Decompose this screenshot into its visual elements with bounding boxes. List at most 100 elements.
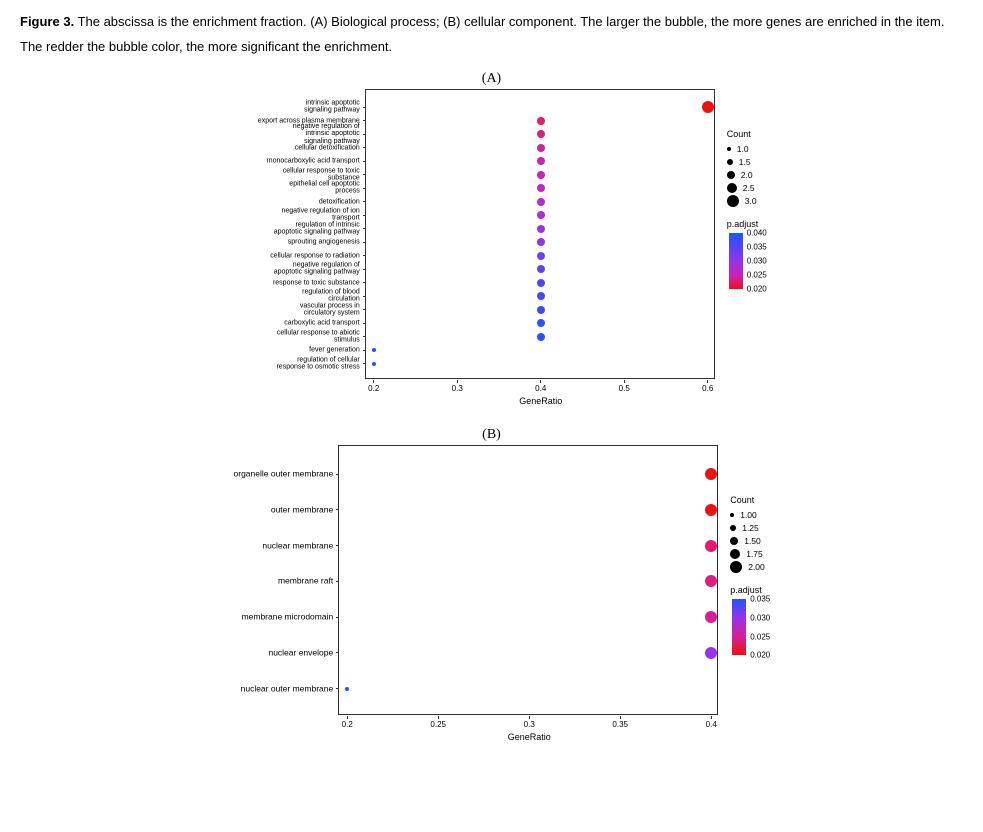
y-tick <box>363 350 366 351</box>
legend-gradient-label: 0.020 <box>747 285 767 294</box>
y-axis-label: detoxification <box>226 198 360 205</box>
panel-b-wrap: organelle outer membraneouter membranenu… <box>20 445 963 745</box>
y-tick <box>363 161 366 162</box>
legend-count-value: 1.25 <box>742 523 759 533</box>
x-axis-label: 0.3 <box>524 720 535 729</box>
y-tick <box>363 107 366 108</box>
legend-gradient: 0.0400.0350.0300.0250.020 <box>729 233 743 289</box>
legend-gradient-label: 0.030 <box>750 614 770 623</box>
y-tick <box>363 363 366 364</box>
legend-gradient-label: 0.040 <box>747 229 767 238</box>
legend-dot-icon <box>727 171 735 179</box>
legend-gradient-label: 0.035 <box>747 243 767 252</box>
legend-count-value: 1.0 <box>737 144 749 154</box>
x-axis-label: 0.2 <box>368 384 379 393</box>
bubble-point <box>537 292 545 300</box>
legend-count-value: 2.00 <box>748 562 765 572</box>
y-axis-label: outer membrane <box>219 505 333 514</box>
x-tick <box>540 380 541 383</box>
y-axis-label: cellular response to toxic substance <box>226 167 360 182</box>
y-tick <box>336 545 339 546</box>
legend-count-value: 3.0 <box>745 196 757 206</box>
x-tick <box>620 716 621 719</box>
bubble-point <box>705 504 717 516</box>
y-tick <box>363 323 366 324</box>
legend-gradient-label: 0.020 <box>750 651 770 660</box>
x-tick <box>347 716 348 719</box>
legend-dot-icon <box>730 537 738 545</box>
y-tick <box>363 336 366 337</box>
legend-count-value: 1.5 <box>739 157 751 167</box>
x-axis-label: 0.4 <box>706 720 717 729</box>
y-axis-label: cellular response to radiation <box>226 252 360 259</box>
y-axis-label: cellular response to abiotic stimulus <box>226 329 360 344</box>
legend-gradient-label: 0.025 <box>750 632 770 641</box>
x-axis-label: 0.4 <box>535 384 546 393</box>
bubble-point <box>537 157 545 165</box>
bubble-point <box>537 144 545 152</box>
bubble-point <box>537 130 545 138</box>
y-axis-label: regulation of blood circulation <box>226 289 360 304</box>
y-tick <box>363 242 366 243</box>
figure-caption-text: The abscissa is the enrichment fraction.… <box>20 14 944 54</box>
y-tick <box>336 509 339 510</box>
y-axis-label: negative regulation of apoptotic signali… <box>226 262 360 277</box>
legend-dot-icon <box>727 159 733 165</box>
bubble-point <box>537 252 545 260</box>
y-tick <box>363 269 366 270</box>
x-tick <box>457 380 458 383</box>
panel-b-label: (B) <box>20 427 963 443</box>
legend-dot-icon <box>730 525 736 531</box>
legend-count-row: 1.50 <box>730 535 765 547</box>
legend-count-row: 3.0 <box>727 195 759 207</box>
y-axis-label: sprouting angiogenesis <box>226 238 360 245</box>
x-axis-label: 0.5 <box>619 384 630 393</box>
legend-count-value: 1.00 <box>740 510 757 520</box>
y-tick <box>363 296 366 297</box>
legend-count-title: Count <box>727 129 759 139</box>
figure-caption-bold: Figure 3. <box>20 14 74 29</box>
y-axis-label: carboxylic acid transport <box>226 319 360 326</box>
y-axis-label: nuclear envelope <box>219 648 333 657</box>
legend-gradient: 0.0350.0300.0250.020 <box>732 599 746 655</box>
bubble-point <box>537 117 545 125</box>
panel-b-plot: organelle outer membraneouter membranenu… <box>338 445 718 715</box>
y-axis-label: negative regulation of ion transport <box>226 208 360 223</box>
bubble-point <box>537 211 545 219</box>
y-tick <box>363 174 366 175</box>
x-tick <box>624 380 625 383</box>
y-axis-label: epithelial cell apoptotic process <box>226 181 360 196</box>
panel-a-label: (A) <box>20 71 963 87</box>
y-axis-label: response to toxic substance <box>226 279 360 286</box>
y-tick <box>363 188 366 189</box>
y-axis-label: regulation of intrinsic apoptotic signal… <box>226 221 360 236</box>
legend-count-row: 2.00 <box>730 561 765 573</box>
x-axis-label: 0.35 <box>612 720 628 729</box>
x-axis-label: 0.25 <box>430 720 446 729</box>
bubble-point <box>537 171 545 179</box>
legend-count-value: 1.50 <box>744 536 761 546</box>
legend-gradient-label: 0.025 <box>747 271 767 280</box>
bubble-point <box>537 238 545 246</box>
legend-count-row: 1.75 <box>730 548 765 560</box>
y-tick <box>363 215 366 216</box>
y-axis-label: monocarboxylic acid transport <box>226 157 360 164</box>
bubble-point <box>705 540 717 552</box>
x-axis-title: GeneRatio <box>508 732 551 742</box>
y-axis-label: nuclear outer membrane <box>219 684 333 693</box>
y-tick <box>363 228 366 229</box>
legend-count-row: 1.0 <box>727 143 759 155</box>
y-tick <box>336 581 339 582</box>
legend-dot-icon <box>730 513 734 517</box>
bubble-point <box>372 348 376 352</box>
y-axis-label: vascular process in circulatory system <box>226 302 360 317</box>
legend-count-row: 2.5 <box>727 182 759 194</box>
bubble-point <box>537 184 545 192</box>
panel-b-legend: Count1.001.251.501.752.00p.adjust0.0350.… <box>730 495 765 657</box>
x-axis-label: 0.6 <box>702 384 713 393</box>
y-tick <box>336 474 339 475</box>
legend-count-value: 1.75 <box>746 549 763 559</box>
x-axis-label: 0.2 <box>342 720 353 729</box>
y-axis-label: membrane microdomain <box>219 613 333 622</box>
bubble-point <box>705 611 717 623</box>
